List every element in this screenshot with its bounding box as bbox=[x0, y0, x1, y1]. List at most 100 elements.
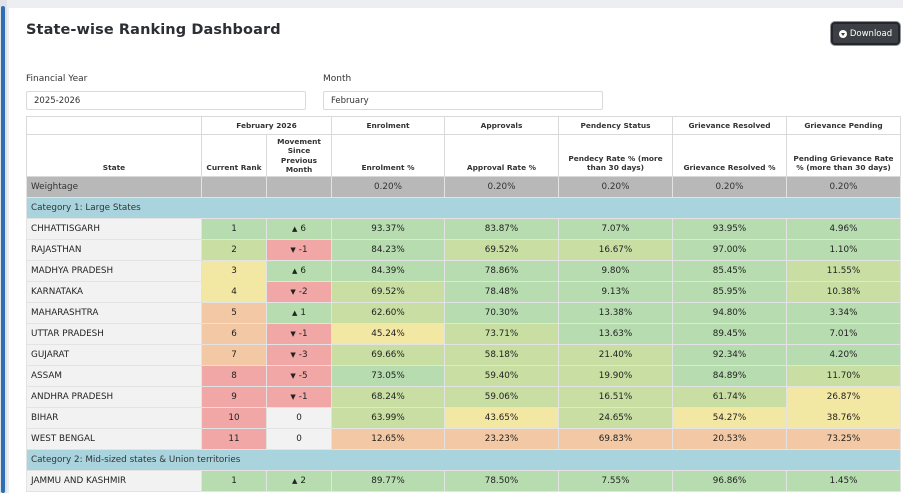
month-select[interactable]: February bbox=[323, 91, 603, 110]
enrolment-pct: 93.37% bbox=[331, 218, 445, 240]
movement-value: 1 bbox=[300, 308, 306, 318]
enrolment-pct: 63.99% bbox=[331, 407, 445, 429]
state-row: MAHARASHTRA 5 ▲ 1 62.60% 70.30% 13.38% 94.80% 3.… bbox=[26, 302, 901, 324]
enrolment-pct: 73.05% bbox=[331, 365, 445, 387]
state-name: WEST BENGAL bbox=[26, 428, 202, 450]
weightage-value: 0.20% bbox=[444, 176, 559, 198]
grievance-resolved: 97.00% bbox=[672, 239, 787, 261]
grievance-resolved: 61.74% bbox=[672, 386, 787, 408]
current-rank: 3 bbox=[201, 260, 267, 282]
state-row: ASSAM 8 ▼ -5 73.05% 59.40% 19.90% 84.89% 11.70% bbox=[26, 365, 901, 387]
weightage-label: Weightage bbox=[26, 176, 202, 198]
current-rank: 9 bbox=[201, 386, 267, 408]
movement-value: -3 bbox=[298, 350, 308, 360]
grievance-resolved: 96.86% bbox=[672, 470, 787, 492]
pendency-rate: 7.55% bbox=[558, 470, 673, 492]
ranking-table: February 2026 Enrolment Approvals Penden… bbox=[26, 116, 901, 492]
pending-grievance: 73.25% bbox=[786, 428, 901, 450]
enrolment-pct: 45.24% bbox=[331, 323, 445, 345]
triangle-down-icon: ▼ bbox=[290, 246, 296, 254]
download-icon bbox=[838, 29, 847, 38]
current-rank: 11 bbox=[201, 428, 267, 450]
header-grievance-pending: Grievance Pending bbox=[786, 116, 901, 135]
state-name: BIHAR bbox=[26, 407, 202, 429]
movement-cell: ▲ 6 bbox=[266, 218, 332, 240]
grievance-resolved: 94.80% bbox=[672, 302, 787, 324]
state-row: KARNATAKA 4 ▼ -2 69.52% 78.48% 9.13% 85.95% 10.3… bbox=[26, 281, 901, 303]
pending-grievance: 4.20% bbox=[786, 344, 901, 366]
pendency-rate: 69.83% bbox=[558, 428, 673, 450]
triangle-up-icon: ▲ bbox=[292, 477, 298, 485]
approval-rate: 78.86% bbox=[444, 260, 559, 282]
weightage-value: 0.20% bbox=[672, 176, 787, 198]
header-pendency: Pendency Status bbox=[558, 116, 673, 135]
dashboard-card: State-wise Ranking Dashboard Download Fi… bbox=[9, 8, 903, 493]
col-approval-rate: Approval Rate % bbox=[444, 134, 559, 177]
movement-cell: ▼ -3 bbox=[266, 344, 332, 366]
pending-grievance: 11.55% bbox=[786, 260, 901, 282]
movement-value: 6 bbox=[300, 224, 306, 234]
pending-grievance: 1.45% bbox=[786, 470, 901, 492]
triangle-down-icon: ▼ bbox=[290, 330, 296, 338]
state-name: MADHYA PRADESH bbox=[26, 260, 202, 282]
movement-cell: ▲ 6 bbox=[266, 260, 332, 282]
download-button[interactable]: Download bbox=[831, 22, 900, 45]
pendency-rate: 24.65% bbox=[558, 407, 673, 429]
movement-cell: ▼ -1 bbox=[266, 239, 332, 261]
current-rank: 8 bbox=[201, 365, 267, 387]
state-row: ANDHRA PRADESH 9 ▼ -1 68.24% 59.06% 16.51% 61.7… bbox=[26, 386, 901, 408]
state-row: GUJARAT 7 ▼ -3 69.66% 58.18% 21.40% 92.34% 4.20% bbox=[26, 344, 901, 366]
financial-year-label: Financial Year bbox=[26, 74, 88, 84]
triangle-down-icon: ▼ bbox=[290, 393, 296, 401]
movement-cell: 0 bbox=[266, 428, 332, 450]
enrolment-pct: 69.52% bbox=[331, 281, 445, 303]
header-grievance-resolved: Grievance Resolved bbox=[672, 116, 787, 135]
state-name: MAHARASHTRA bbox=[26, 302, 202, 324]
movement-value: 6 bbox=[300, 266, 306, 276]
pending-grievance: 10.38% bbox=[786, 281, 901, 303]
approval-rate: 59.06% bbox=[444, 386, 559, 408]
month-label: Month bbox=[323, 74, 352, 84]
approval-rate: 70.30% bbox=[444, 302, 559, 324]
state-row: WEST BENGAL 11 0 12.65% 23.23% 69.83% 20.53% 73… bbox=[26, 428, 901, 450]
movement-value: -5 bbox=[298, 371, 308, 381]
grievance-resolved: 54.27% bbox=[672, 407, 787, 429]
approval-rate: 23.23% bbox=[444, 428, 559, 450]
current-rank: 1 bbox=[201, 218, 267, 240]
approval-rate: 43.65% bbox=[444, 407, 559, 429]
current-rank: 7 bbox=[201, 344, 267, 366]
approval-rate: 78.50% bbox=[444, 470, 559, 492]
state-name: UTTAR PRADESH bbox=[26, 323, 202, 345]
pending-grievance: 11.70% bbox=[786, 365, 901, 387]
grievance-resolved: 93.95% bbox=[672, 218, 787, 240]
state-row: JAMMU AND KASHMIR 1 ▲ 2 89.77% 78.50% 7.55% 96.… bbox=[26, 470, 901, 492]
financial-year-select[interactable]: 2025-2026 bbox=[26, 91, 306, 110]
state-row: BIHAR 10 0 63.99% 43.65% 24.65% 54.27% 38.76% bbox=[26, 407, 901, 429]
category-label: Category 2: Mid-sized states & Union ter… bbox=[26, 449, 901, 471]
category-label: Category 1: Large States bbox=[26, 197, 901, 219]
state-name: KARNATAKA bbox=[26, 281, 202, 303]
scrollbar-thumb[interactable] bbox=[1, 6, 5, 493]
state-row: CHHATTISGARH 1 ▲ 6 93.37% 83.87% 7.07% 93.95% 4.… bbox=[26, 218, 901, 240]
movement-cell: ▼ -2 bbox=[266, 281, 332, 303]
current-rank: 10 bbox=[201, 407, 267, 429]
left-scroll-strip[interactable] bbox=[0, 0, 7, 493]
header-period: February 2026 bbox=[201, 116, 332, 135]
pending-grievance: 3.34% bbox=[786, 302, 901, 324]
grievance-resolved: 92.34% bbox=[672, 344, 787, 366]
weightage-row: Weightage 0.20% 0.20% 0.20% 0.20% 0.20% bbox=[26, 176, 901, 198]
movement-value: -1 bbox=[298, 392, 308, 402]
triangle-up-icon: ▲ bbox=[292, 267, 298, 275]
current-rank: 5 bbox=[201, 302, 267, 324]
grievance-resolved: 85.95% bbox=[672, 281, 787, 303]
enrolment-pct: 84.39% bbox=[331, 260, 445, 282]
header-enrolment: Enrolment bbox=[331, 116, 445, 135]
pending-grievance: 4.96% bbox=[786, 218, 901, 240]
header-approvals: Approvals bbox=[444, 116, 559, 135]
weightage-value: 0.20% bbox=[558, 176, 673, 198]
col-state: State bbox=[26, 134, 202, 177]
current-rank: 6 bbox=[201, 323, 267, 345]
enrolment-pct: 12.65% bbox=[331, 428, 445, 450]
current-rank: 1 bbox=[201, 470, 267, 492]
state-row: RAJASTHAN 2 ▼ -1 84.23% 69.52% 16.67% 97.00% 1.1… bbox=[26, 239, 901, 261]
